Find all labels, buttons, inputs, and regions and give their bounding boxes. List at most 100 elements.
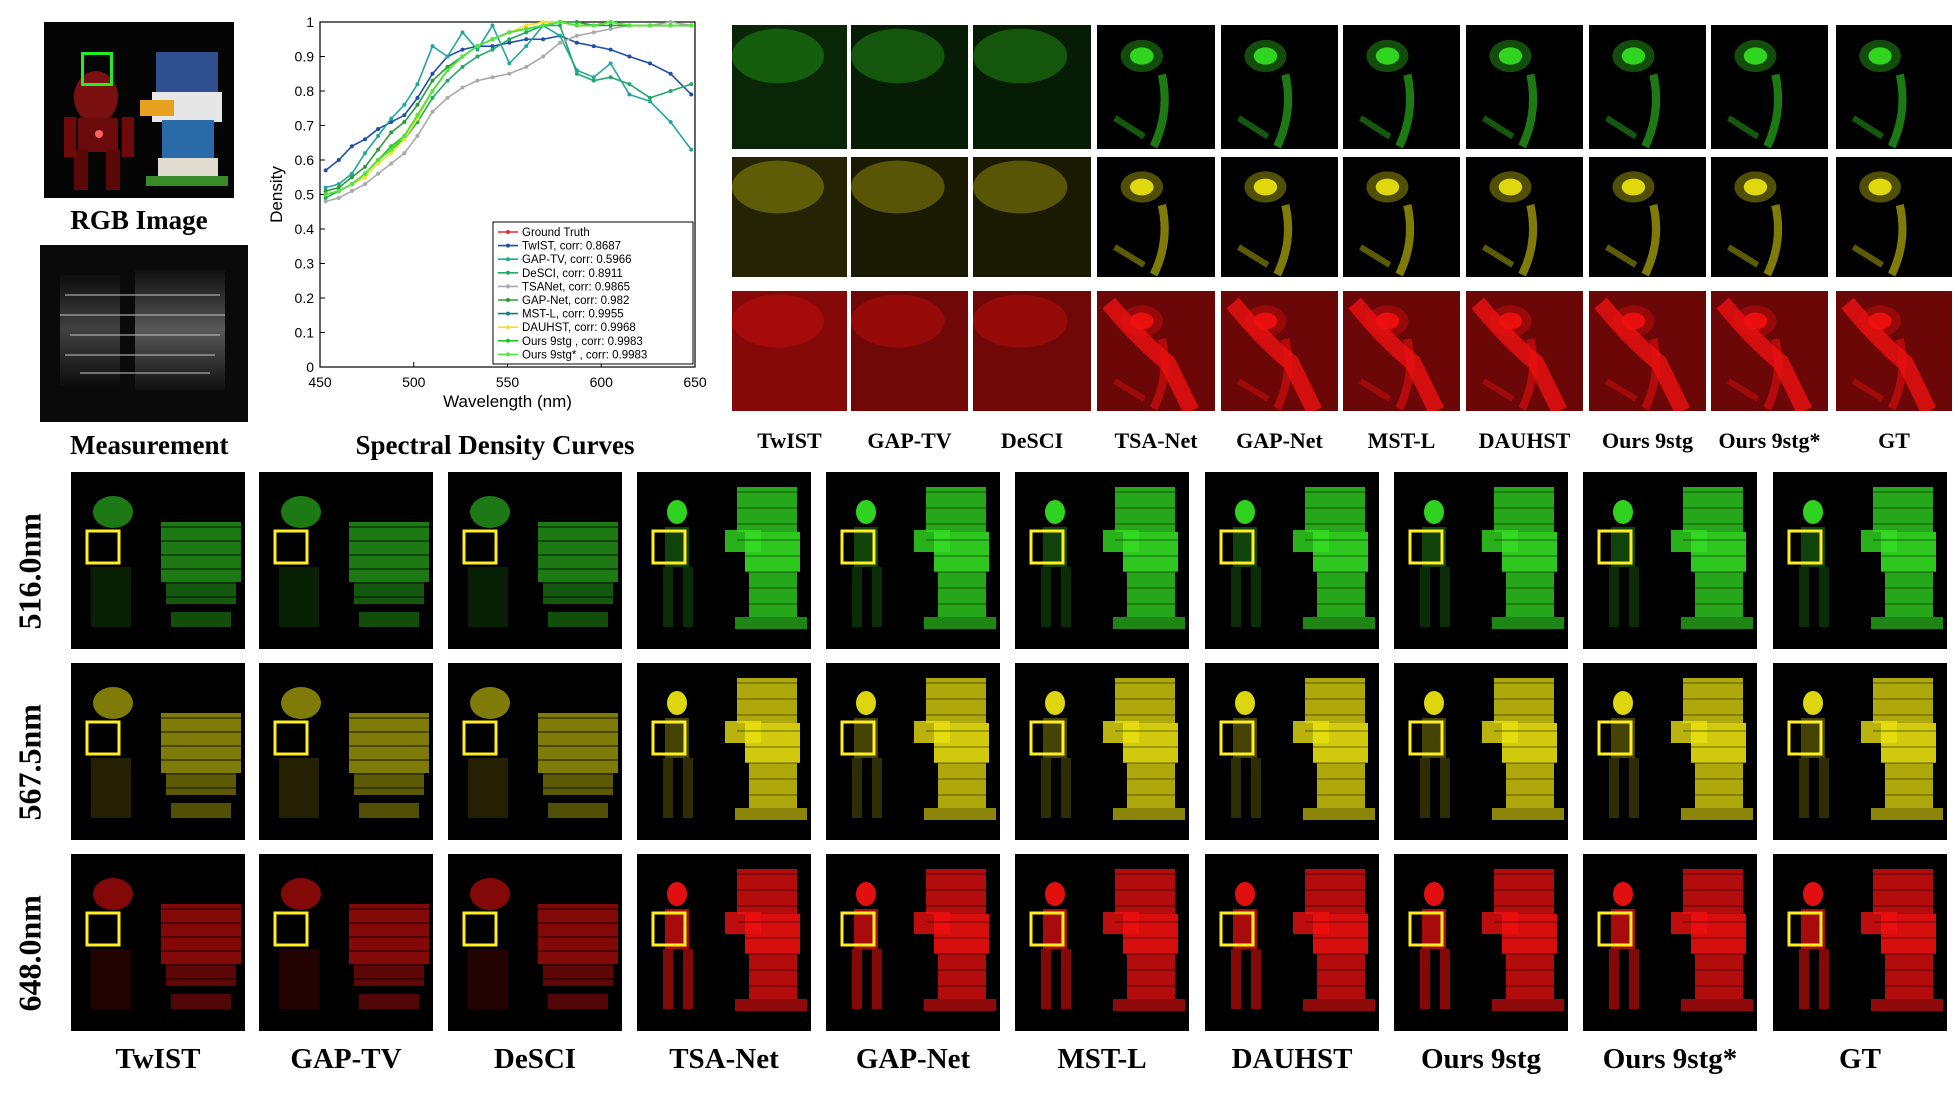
zoom-region-box xyxy=(1597,529,1633,565)
zoom-region-box xyxy=(1787,529,1823,565)
zoom-region-box xyxy=(1787,911,1823,947)
legend-entry: MST-L, corr: 0.9955 xyxy=(522,309,624,321)
zoom-patch xyxy=(973,25,1091,149)
zoom-patch xyxy=(732,291,847,411)
series-point xyxy=(460,64,465,69)
bottom-method-caption: GAP-Net xyxy=(855,1043,971,1075)
zoom-patch xyxy=(1711,291,1828,411)
bottom-method-caption: GT xyxy=(1839,1043,1881,1075)
series-point xyxy=(558,33,562,38)
band-image xyxy=(1583,854,1757,1031)
series-point xyxy=(689,23,694,28)
band-image xyxy=(448,472,622,649)
band-image xyxy=(1394,663,1568,840)
band-image xyxy=(259,663,433,840)
series-point xyxy=(445,54,450,59)
legend-entry: DeSCI, corr: 0.8911 xyxy=(522,268,623,280)
measurement-image xyxy=(40,245,248,422)
series-point xyxy=(415,113,420,118)
measurement-caption: Measurement xyxy=(70,430,229,460)
zoom-region-box xyxy=(1219,529,1255,565)
zoom-patch xyxy=(1343,157,1460,277)
bottom-method-caption: Ours 9stg* xyxy=(1602,1043,1738,1075)
series-point xyxy=(627,82,632,87)
band-image xyxy=(637,854,811,1031)
series-point xyxy=(490,75,495,80)
series-point xyxy=(430,109,435,114)
zoom-patch xyxy=(1466,157,1583,277)
series-point xyxy=(490,37,495,42)
legend-marker xyxy=(506,270,510,275)
legend-marker xyxy=(506,257,510,262)
band-image xyxy=(1773,663,1947,840)
wavelength-label: 567.5nm xyxy=(11,703,48,820)
legend-entry: TSANet, corr: 0.9865 xyxy=(522,281,630,293)
series-point xyxy=(402,151,407,156)
legend-entry: DAUHST, corr: 0.9968 xyxy=(522,322,636,334)
band-image xyxy=(259,854,433,1031)
series-point xyxy=(460,85,465,90)
series-point xyxy=(668,89,673,93)
legend-entry: Ground Truth xyxy=(522,227,590,239)
series-point xyxy=(524,64,529,69)
zoom-region-box xyxy=(85,720,121,756)
band-image xyxy=(1773,472,1947,649)
zoom-patch xyxy=(1343,25,1460,149)
series-point xyxy=(558,20,562,24)
series-point xyxy=(376,158,381,162)
zoom-patch xyxy=(732,25,847,149)
series-point xyxy=(627,54,632,59)
series-point xyxy=(323,195,328,200)
zoom-region-box xyxy=(1029,529,1065,565)
y-tick-label: 0.6 xyxy=(295,152,315,168)
zoom-patch xyxy=(1836,291,1952,411)
series-point xyxy=(389,130,394,135)
series-point xyxy=(389,144,394,149)
band-image xyxy=(71,472,245,649)
series-point xyxy=(558,23,562,28)
series-point xyxy=(668,20,673,24)
series-point xyxy=(430,44,435,49)
series-point xyxy=(323,189,328,194)
band-image xyxy=(637,472,811,649)
y-tick-label: 0.1 xyxy=(295,325,315,341)
band-image xyxy=(1583,663,1757,840)
zoom-region-box xyxy=(462,911,498,947)
series-point xyxy=(430,89,435,93)
band-image xyxy=(1394,472,1568,649)
band-image xyxy=(1015,854,1189,1031)
series-point xyxy=(524,23,529,28)
series-point xyxy=(608,75,613,80)
zoom-patch xyxy=(732,157,847,277)
zoom-method-caption: MST-L xyxy=(1367,428,1436,453)
zoom-region-box xyxy=(85,911,121,947)
series-point xyxy=(608,61,613,66)
zoom-patch xyxy=(1343,291,1460,411)
legend-marker xyxy=(506,298,510,302)
zoom-region-box xyxy=(1029,911,1065,947)
legend-marker xyxy=(506,338,510,343)
zoom-method-caption: DAUHST xyxy=(1478,428,1571,453)
series-point xyxy=(430,78,435,83)
series-point xyxy=(445,68,450,73)
series-point xyxy=(349,144,354,149)
band-image xyxy=(259,472,433,649)
zoom-patch xyxy=(1097,157,1215,277)
x-tick-label: 450 xyxy=(308,374,332,390)
series-point xyxy=(608,20,613,24)
series-point xyxy=(376,147,381,152)
zoom-patch xyxy=(851,25,968,149)
band-image xyxy=(71,663,245,840)
series-point xyxy=(389,161,394,166)
y-axis-label: Density xyxy=(267,166,286,223)
legend-entry: GAP-Net, corr: 0.982 xyxy=(522,295,629,307)
series-point xyxy=(376,126,381,131)
legend-marker xyxy=(506,352,510,357)
legend-marker xyxy=(506,311,510,316)
series-point xyxy=(363,137,367,142)
zoom-patch xyxy=(1836,157,1952,277)
bottom-method-caption: TwIST xyxy=(115,1043,201,1075)
series-point xyxy=(668,23,673,28)
series-point xyxy=(591,78,596,83)
series-point xyxy=(323,199,328,204)
